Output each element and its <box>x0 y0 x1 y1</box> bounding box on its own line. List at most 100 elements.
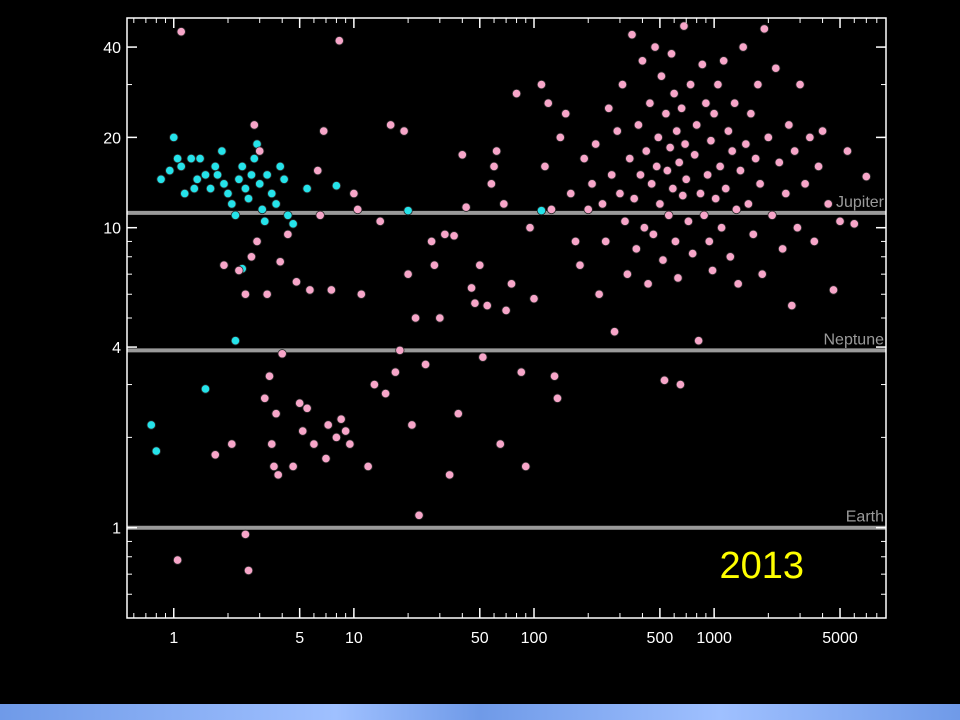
data-point <box>601 236 611 247</box>
data-point <box>746 109 756 119</box>
data-point <box>489 161 499 172</box>
data-point <box>516 367 526 377</box>
data-point <box>570 236 581 247</box>
data-point <box>778 244 788 254</box>
x-tick-label: 50 <box>471 630 489 647</box>
data-point <box>219 179 229 189</box>
data-point <box>234 174 244 184</box>
data-point <box>189 183 199 194</box>
data-point <box>604 103 614 113</box>
data-point <box>255 179 265 189</box>
data-point <box>757 269 767 279</box>
data-point <box>176 161 186 172</box>
data-point <box>579 153 589 164</box>
data-point <box>781 188 791 199</box>
data-point <box>665 142 675 153</box>
x-tick-label: 500 <box>647 630 674 647</box>
data-point <box>288 461 298 472</box>
data-point <box>861 172 871 182</box>
data-point <box>620 216 630 226</box>
data-point <box>315 210 325 220</box>
data-point <box>271 409 281 419</box>
data-point <box>849 219 859 229</box>
data-point <box>435 313 445 323</box>
data-point <box>492 146 502 156</box>
data-point <box>186 153 196 164</box>
data-point <box>625 153 635 164</box>
data-point <box>295 398 305 408</box>
year-annotation: 2013 <box>719 545 804 587</box>
data-point <box>607 170 617 180</box>
data-point <box>257 204 267 215</box>
data-point <box>759 24 769 34</box>
data-point <box>594 289 604 299</box>
data-point <box>151 446 161 456</box>
data-point <box>693 336 704 346</box>
y-tick-label: 20 <box>103 130 121 147</box>
data-point <box>243 194 254 204</box>
data-point <box>279 174 289 184</box>
data-point <box>275 257 285 267</box>
data-point <box>445 470 455 480</box>
data-point <box>753 79 763 90</box>
data-points <box>146 21 871 576</box>
data-point <box>217 146 227 156</box>
data-point <box>200 170 211 180</box>
data-point <box>291 277 302 287</box>
data-point <box>146 420 156 430</box>
data-point <box>543 98 553 108</box>
data-point <box>395 345 405 355</box>
data-point <box>521 461 531 472</box>
data-point <box>659 375 670 385</box>
data-point <box>223 188 233 199</box>
data-point <box>200 384 211 394</box>
data-point <box>267 188 277 199</box>
data-point <box>453 409 463 419</box>
data-point <box>536 79 547 90</box>
data-point <box>449 231 459 241</box>
data-point <box>790 146 800 156</box>
data-point <box>240 289 251 299</box>
data-point <box>356 289 366 299</box>
data-point <box>426 236 437 247</box>
data-point <box>735 165 746 176</box>
data-point <box>486 179 496 189</box>
data-point <box>583 204 593 215</box>
data-point <box>629 194 639 204</box>
y-tick-label: 10 <box>103 221 121 238</box>
data-point <box>363 461 373 472</box>
data-point <box>743 199 754 209</box>
data-point <box>666 49 677 59</box>
data-point <box>331 181 342 191</box>
data-point <box>731 204 742 215</box>
data-point <box>381 388 391 399</box>
data-point <box>262 170 272 180</box>
x-tick-label: 5 <box>295 630 304 647</box>
data-point <box>440 229 450 239</box>
data-point <box>637 56 648 66</box>
data-point <box>656 71 667 81</box>
data-point <box>549 371 560 381</box>
data-point <box>246 252 257 262</box>
slide-bottom-band <box>0 704 960 720</box>
data-point <box>506 279 517 289</box>
data-point <box>813 161 824 172</box>
data-point <box>298 426 308 436</box>
data-point <box>260 216 270 226</box>
data-point <box>591 139 601 149</box>
data-point <box>639 223 649 233</box>
data-point <box>288 219 298 229</box>
data-point <box>587 179 597 189</box>
data-point <box>680 139 690 149</box>
data-point <box>690 150 700 160</box>
data-point <box>273 470 283 480</box>
data-point <box>478 352 488 362</box>
reference-labels: Jupiter Neptune Earth <box>824 194 885 526</box>
data-point <box>237 161 247 172</box>
data-point <box>617 79 628 90</box>
data-point <box>349 188 359 199</box>
data-point <box>461 202 471 212</box>
data-point <box>375 216 385 226</box>
data-point <box>407 420 417 430</box>
